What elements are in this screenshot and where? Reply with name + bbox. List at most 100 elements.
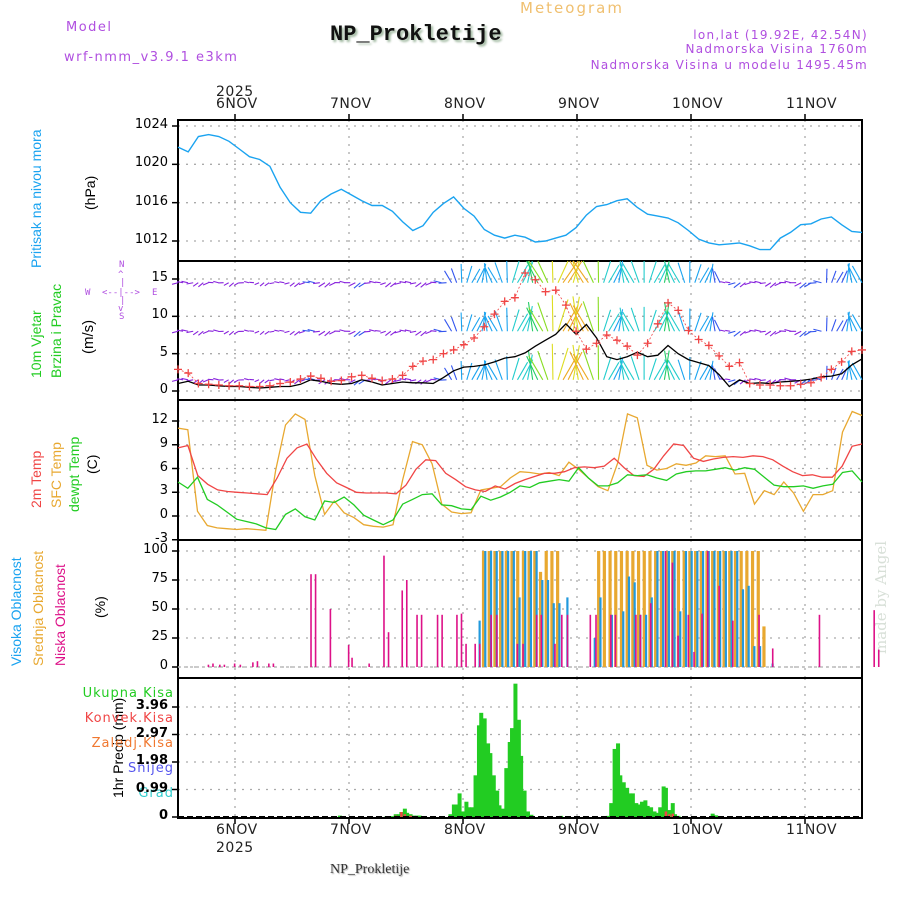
cloud-bar <box>541 580 544 667</box>
wind-arrow <box>375 281 381 284</box>
wind-arrow <box>569 302 584 332</box>
cloud-bar <box>529 551 533 667</box>
cloud-bar <box>627 576 631 667</box>
cloud-bar <box>656 551 659 667</box>
wind-arrow <box>582 349 594 380</box>
cloud-bar <box>707 551 710 667</box>
station-elevation: Nadmorska Visina 1760m <box>685 42 868 56</box>
wind-arrow <box>329 330 336 335</box>
precip-bar <box>451 804 456 817</box>
precip-bar <box>670 803 675 817</box>
gust-marker <box>612 336 621 345</box>
cloud-bar <box>610 614 613 667</box>
wind-arrow <box>608 362 620 381</box>
wind-arrow <box>630 356 640 380</box>
wind-arrow <box>847 361 858 381</box>
wind-arrow <box>622 311 635 332</box>
gust-marker <box>510 293 519 302</box>
cloud-bar <box>644 614 648 667</box>
cloud-bar <box>667 551 670 667</box>
cloud-bar <box>619 551 624 667</box>
wind-arrow <box>537 302 549 332</box>
cloud-bar <box>873 610 875 667</box>
precip-bar <box>461 811 465 817</box>
panel-frame <box>177 119 863 262</box>
cloud-bar <box>622 611 625 667</box>
top-date-label: 7NOV <box>330 96 372 112</box>
wind-arrow <box>668 263 681 284</box>
wind-arrow <box>409 282 417 285</box>
wind-arrow <box>725 281 731 284</box>
wind-arrow <box>528 307 544 332</box>
cloud-bar <box>625 551 629 667</box>
cloud-bar <box>368 663 370 667</box>
wind-arrow <box>603 261 612 283</box>
wind-arrow <box>619 356 625 380</box>
wind-arrow <box>274 281 280 284</box>
wind-arrow <box>450 268 458 283</box>
cloud-bar <box>608 551 612 667</box>
wind-arrow <box>754 329 761 332</box>
wind-arrow <box>404 280 412 284</box>
y-tick-label: 0.99 <box>135 780 168 796</box>
cloud-bar <box>478 643 481 667</box>
y-tick-label: 9 <box>159 435 168 451</box>
cloud-bar <box>771 648 774 667</box>
precip-bar <box>612 748 617 817</box>
y-tick-label: 1024 <box>134 117 168 132</box>
wind-arrow <box>537 350 549 380</box>
wind-arrow <box>487 267 498 284</box>
precip-bar <box>667 810 672 817</box>
gust-marker <box>602 331 611 339</box>
precip-bar <box>658 807 663 817</box>
gust-marker <box>306 372 315 381</box>
wind-arrow <box>284 282 290 285</box>
wind-arrow <box>694 264 702 283</box>
cloud-bar <box>510 551 514 667</box>
cloud-bar <box>639 614 642 667</box>
wind-arrow <box>709 263 714 283</box>
y-tick-label: 100 <box>143 542 168 557</box>
wind-arrow <box>794 330 802 336</box>
precip-bar <box>513 683 518 817</box>
wind-arrow <box>851 362 863 381</box>
wind-arrow <box>841 270 848 283</box>
cloud-bar <box>481 551 486 667</box>
cloud-bar <box>219 664 221 667</box>
precip-bar <box>668 814 671 817</box>
wind-arrow <box>526 355 539 381</box>
wind-arrow <box>618 309 624 332</box>
wind-arrow <box>831 319 837 332</box>
wind-arrow <box>364 282 371 284</box>
wind-arrow <box>769 330 777 337</box>
precip-bar <box>457 793 462 817</box>
wind-arrow <box>425 282 432 286</box>
cloud-bar <box>487 551 491 667</box>
wind-arrow <box>851 265 863 284</box>
wind-arrow <box>349 330 356 335</box>
cloud-bar <box>484 551 487 667</box>
wind-arrow <box>476 267 485 283</box>
precip-bar <box>482 718 487 817</box>
wind-arrow <box>279 378 285 381</box>
cloud-bar <box>460 613 463 667</box>
y-tick-label: 1016 <box>134 193 168 209</box>
y-tick-label: 10 <box>151 307 168 323</box>
cloud-bar <box>507 551 510 667</box>
cloud-bar <box>593 638 596 667</box>
wind-arrow <box>233 379 240 383</box>
top-date-label: 11NOV <box>786 96 838 112</box>
wind-arrow <box>171 282 179 285</box>
gust-marker <box>643 339 652 348</box>
y-tick-label: 6 <box>159 459 168 475</box>
top-date-label: 9NOV <box>558 96 600 112</box>
wind-arrow <box>712 268 716 283</box>
wind-arrow <box>186 282 194 285</box>
cloud-bar <box>387 632 390 667</box>
cloud-bar <box>733 551 738 667</box>
precip-bar <box>507 742 512 817</box>
y-tick-label: 75 <box>151 571 168 586</box>
wind-arrow <box>471 365 481 381</box>
compass-icon: N ^ | W <--|--> E | v S <box>85 260 158 322</box>
precip-bar <box>510 728 515 817</box>
